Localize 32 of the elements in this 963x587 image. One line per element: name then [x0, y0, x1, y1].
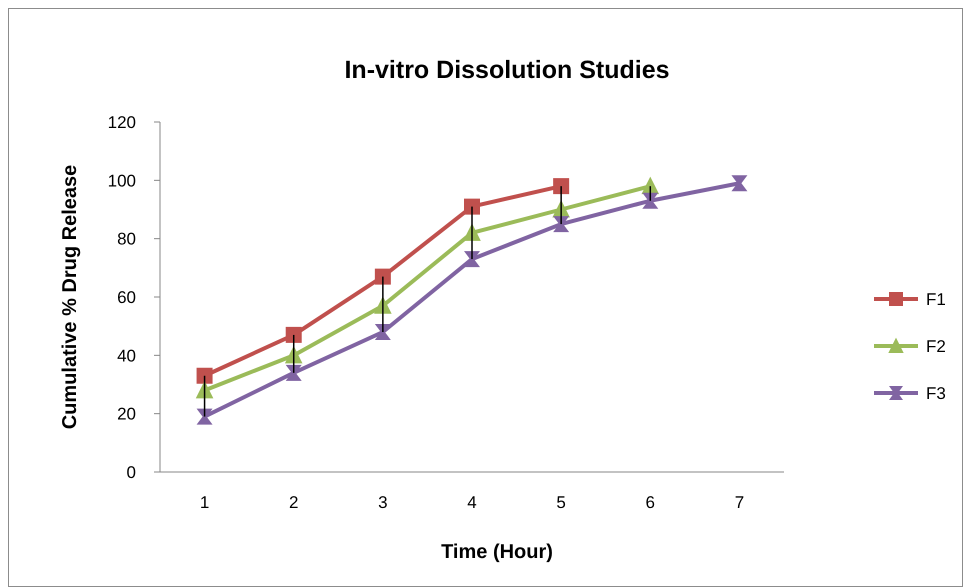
point: [374, 324, 391, 340]
x-tick-label: 3: [378, 493, 388, 512]
x-tick-label: 4: [467, 493, 477, 512]
x-tick-label: 6: [646, 493, 656, 512]
y-axis-title: Cumulative % Drug Release: [59, 164, 81, 430]
point: [464, 198, 480, 215]
y-tick-label: 100: [108, 171, 136, 190]
point: [642, 192, 658, 209]
point: [286, 364, 302, 381]
point: [553, 216, 570, 232]
point: [374, 268, 391, 285]
point: [286, 326, 302, 343]
y-tick-label: 0: [126, 462, 136, 482]
point: [553, 178, 570, 194]
y-tick-label: 20: [117, 404, 136, 424]
x-axis-title: Time (Hour): [441, 541, 553, 563]
y-tick-label: 40: [117, 346, 136, 366]
x-tick-label: 7: [734, 493, 744, 512]
point: [731, 175, 748, 192]
y-tick-label: 60: [117, 288, 136, 307]
y-tick-label: 120: [108, 112, 136, 132]
point: [196, 368, 213, 384]
y-tick-label: 80: [117, 230, 136, 249]
x-tick-label: 5: [556, 493, 566, 512]
legend-label: F2: [926, 336, 946, 356]
point: [464, 251, 480, 268]
legend-label: F3: [926, 384, 946, 403]
legend-label: F1: [926, 290, 946, 309]
x-tick-label: 1: [200, 493, 210, 512]
point: [196, 408, 213, 425]
x-tick-label: 2: [288, 493, 298, 512]
chart-title: In-vitro Dissolution Studies: [344, 56, 670, 84]
